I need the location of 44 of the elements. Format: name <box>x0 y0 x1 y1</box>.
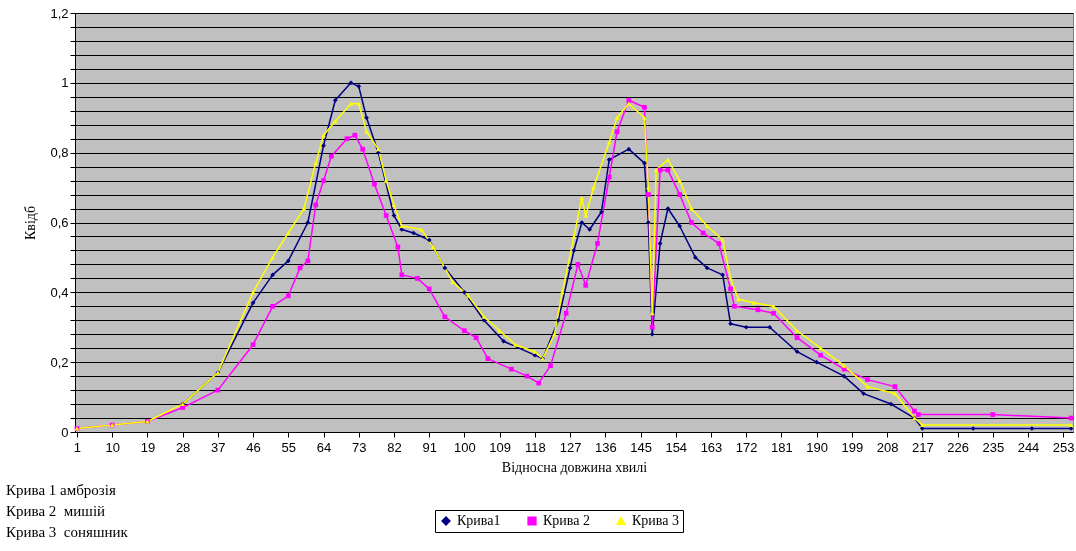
x-tick-label: 172 <box>735 439 758 455</box>
x-tick-label: 55 <box>281 439 297 455</box>
x-axis-title: Відносна довжина хвилі <box>501 459 648 475</box>
x-tick-label: 145 <box>630 439 652 455</box>
x-tick-label: 91 <box>422 439 437 455</box>
y-tick-label: 1 <box>61 75 69 91</box>
y-tick-label: 0,6 <box>50 215 69 230</box>
y-tick-label: 1,2 <box>50 5 69 21</box>
x-tick-label: 127 <box>559 439 582 455</box>
x-tick-label: 19 <box>140 439 156 455</box>
text: Крива 3 соняшник <box>6 523 128 542</box>
legend-label: Крива 3 <box>632 513 679 528</box>
x-tick-label: 73 <box>352 439 367 455</box>
y-tick-label: 0,2 <box>50 354 69 370</box>
x-tick-label: 226 <box>947 439 969 455</box>
y-tick-label: 0 <box>61 424 69 440</box>
y-tick-label: 0,4 <box>50 284 69 300</box>
x-tick-label: 199 <box>841 439 864 455</box>
legend-label: Крива 2 <box>543 513 590 528</box>
y-axis-title: Квідб <box>23 205 39 241</box>
x-tick-label: 235 <box>982 439 1005 455</box>
x-tick-label: 28 <box>175 439 191 455</box>
x-tick-label: 163 <box>700 439 723 455</box>
x-tick-label: 217 <box>911 439 934 455</box>
text: Крива 2 мишій <box>6 502 107 521</box>
x-tick-label: 37 <box>211 439 226 455</box>
x-tick-label: 118 <box>525 439 546 455</box>
x-tick-label: 109 <box>489 439 511 455</box>
x-tick-label: 82 <box>387 439 402 455</box>
x-tick-label: 10 <box>105 439 120 455</box>
x-tick-label: 181 <box>771 439 793 455</box>
x-tick-label: 154 <box>665 439 688 455</box>
x-tick-label: 190 <box>806 439 828 455</box>
x-tick-label: 208 <box>876 439 899 455</box>
x-tick-label: 244 <box>1017 439 1040 455</box>
x-tick-label: 136 <box>594 439 617 455</box>
text: Крива 1 амброзія <box>6 481 117 500</box>
x-tick-label: 1 <box>73 439 82 455</box>
x-tick-label: 253 <box>1052 439 1075 455</box>
x-tick-label: 64 <box>316 439 332 455</box>
x-tick-label: 46 <box>246 439 261 455</box>
legend-label: Крива1 <box>457 513 501 528</box>
x-tick-label: 100 <box>454 439 476 455</box>
y-tick-label: 0,8 <box>50 145 69 161</box>
